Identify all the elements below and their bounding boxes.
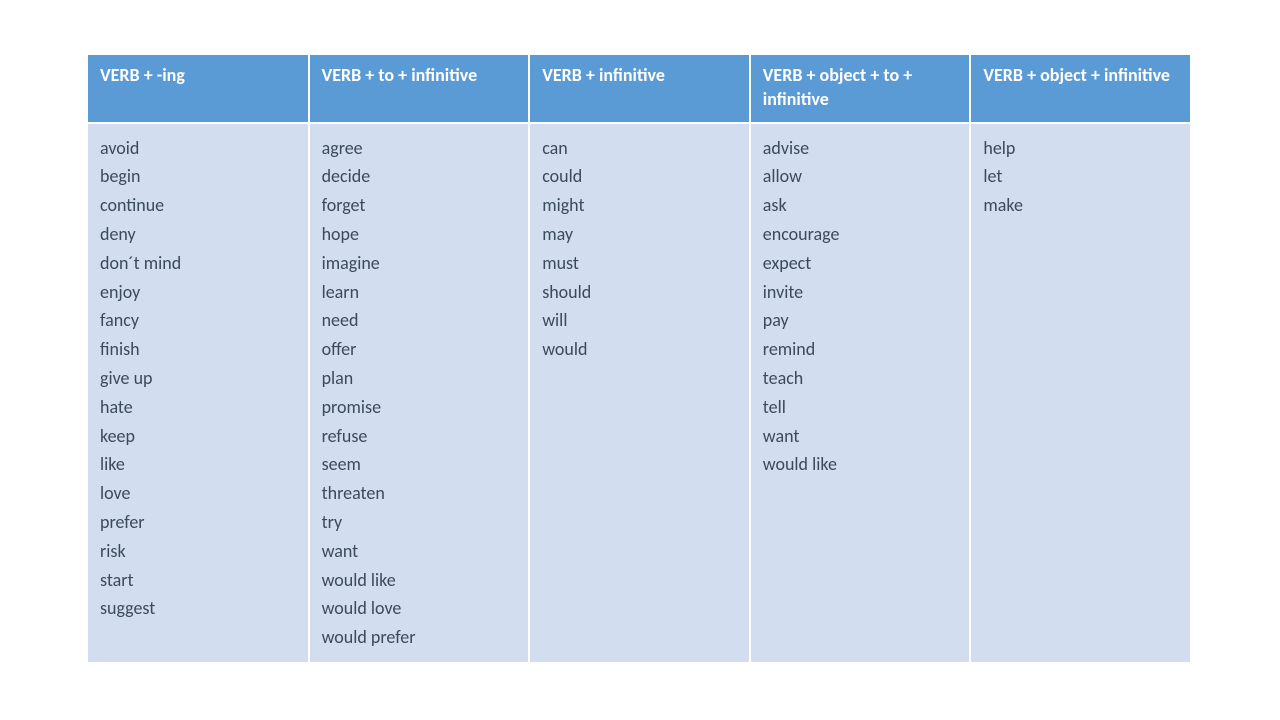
list-item: risk [100, 537, 296, 566]
list-item: pay [763, 306, 958, 335]
list-item: should [542, 278, 737, 307]
col-header: VERB + object + to + infinitive [750, 55, 971, 123]
list-item: continue [100, 191, 296, 220]
list-item: fancy [100, 306, 296, 335]
list-item: imagine [322, 249, 517, 278]
table-cell: agreedecideforgethopeimaginelearnneedoff… [309, 123, 530, 662]
list-item: plan [322, 364, 517, 393]
list-item: want [763, 422, 958, 451]
table-cell: cancouldmightmaymustshouldwillwould [529, 123, 750, 662]
list-item: must [542, 249, 737, 278]
list-item: seem [322, 450, 517, 479]
list-item: love [100, 479, 296, 508]
verb-patterns-table: VERB + -ing VERB + to + infinitive VERB … [88, 55, 1192, 662]
list-item: prefer [100, 508, 296, 537]
list-item: forget [322, 191, 517, 220]
col-header: VERB + object + infinitive [970, 55, 1191, 123]
list-item: can [542, 134, 737, 163]
list-item: refuse [322, 422, 517, 451]
list-item: threaten [322, 479, 517, 508]
list-item: agree [322, 134, 517, 163]
list-item: teach [763, 364, 958, 393]
list-item: suggest [100, 594, 296, 623]
list-item: would like [763, 450, 958, 479]
list-item: ask [763, 191, 958, 220]
list-item: offer [322, 335, 517, 364]
list-item: want [322, 537, 517, 566]
list-item: allow [763, 162, 958, 191]
list-item: will [542, 306, 737, 335]
list-item: let [983, 162, 1178, 191]
list-item: hate [100, 393, 296, 422]
list-item: would [542, 335, 737, 364]
col-header: VERB + to + infinitive [309, 55, 530, 123]
list-item: expect [763, 249, 958, 278]
list-item: may [542, 220, 737, 249]
list-item: try [322, 508, 517, 537]
list-item: like [100, 450, 296, 479]
list-item: hope [322, 220, 517, 249]
table-cell: adviseallowaskencourageexpectinvitepayre… [750, 123, 971, 662]
list-item: begin [100, 162, 296, 191]
list-item: might [542, 191, 737, 220]
list-item: tell [763, 393, 958, 422]
table-cell: avoidbegincontinuedenydon´t mindenjoyfan… [88, 123, 309, 662]
list-item: remind [763, 335, 958, 364]
list-item: keep [100, 422, 296, 451]
list-item: enjoy [100, 278, 296, 307]
list-item: need [322, 306, 517, 335]
list-item: don´t mind [100, 249, 296, 278]
list-item: start [100, 566, 296, 595]
list-item: decide [322, 162, 517, 191]
col-header: VERB + infinitive [529, 55, 750, 123]
col-header: VERB + -ing [88, 55, 309, 123]
table-row: avoidbegincontinuedenydon´t mindenjoyfan… [88, 123, 1191, 662]
list-item: deny [100, 220, 296, 249]
list-item: could [542, 162, 737, 191]
list-item: avoid [100, 134, 296, 163]
list-item: would like [322, 566, 517, 595]
list-item: encourage [763, 220, 958, 249]
list-item: give up [100, 364, 296, 393]
list-item: invite [763, 278, 958, 307]
list-item: finish [100, 335, 296, 364]
table-cell: helpletmake [970, 123, 1191, 662]
list-item: would love [322, 594, 517, 623]
list-item: would prefer [322, 623, 517, 652]
list-item: learn [322, 278, 517, 307]
list-item: advise [763, 134, 958, 163]
table-header-row: VERB + -ing VERB + to + infinitive VERB … [88, 55, 1191, 123]
list-item: help [983, 134, 1178, 163]
list-item: make [983, 191, 1178, 220]
list-item: promise [322, 393, 517, 422]
